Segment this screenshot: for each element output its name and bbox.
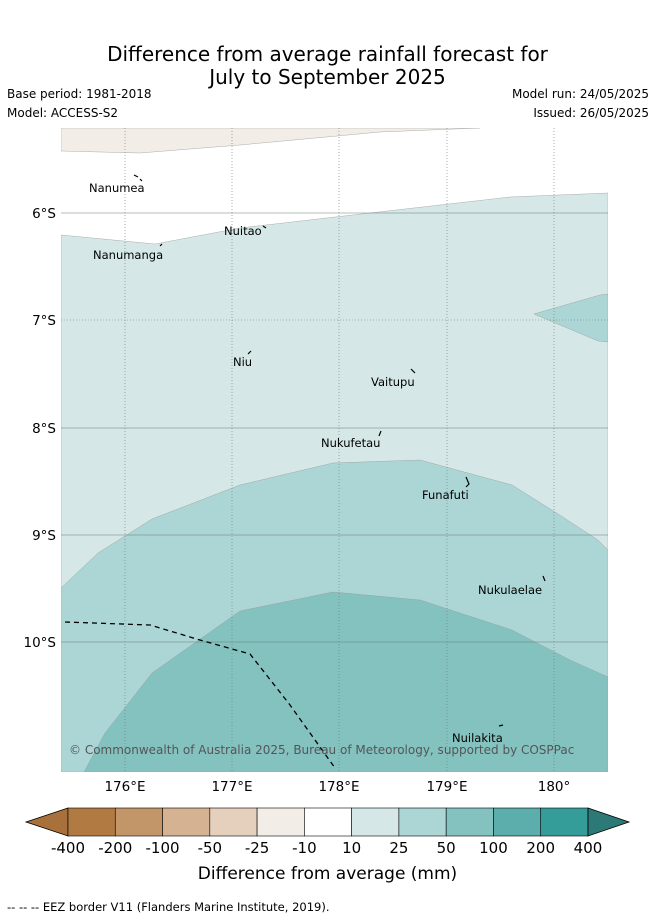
- colorbar-tick-label: 400: [573, 839, 603, 857]
- colorbar-tick-label: 25: [389, 839, 409, 857]
- lat-label-9s: 9°S: [32, 528, 56, 544]
- place-label-nanumanga: Nanumanga: [93, 248, 163, 262]
- place-label-nuilakita: Nuilakita: [452, 731, 503, 745]
- colorbar-swatch: [351, 807, 400, 837]
- colorbar-swatch: [256, 807, 305, 837]
- colorbar-tick-label: -50: [197, 839, 223, 857]
- colorbar: [24, 807, 631, 837]
- base-period: Base period: 1981-2018: [7, 87, 152, 101]
- colorbar-extend-high: [587, 807, 631, 837]
- lat-label-7s: 7°S: [32, 313, 56, 329]
- colorbar-swatch: [67, 807, 116, 837]
- lon-label-178e: 178°E: [318, 779, 359, 795]
- colorbar-swatch: [540, 807, 589, 837]
- eez-footnote: -- -- -- EEZ border V11 (Flanders Marine…: [7, 900, 330, 914]
- colorbar-tick-label: -10: [292, 839, 317, 857]
- map-title-line2: July to September 2025: [209, 65, 446, 89]
- lat-label-8s: 8°S: [32, 421, 56, 437]
- issued-date: Issued: 26/05/2025: [533, 106, 649, 120]
- colorbar-tick-label: 200: [526, 839, 556, 857]
- colorbar-tick-label: 10: [342, 839, 362, 857]
- latitude-gridlines: [61, 212, 608, 643]
- colorbar-label: Difference from average (mm): [197, 864, 458, 884]
- lon-label-176e: 176°E: [104, 779, 145, 795]
- model-run: Model run: 24/05/2025: [511, 87, 649, 101]
- colorbar-tick-label: -25: [244, 839, 270, 857]
- lat-label-6s: 6°S: [32, 206, 56, 222]
- island-marks: [133, 174, 546, 727]
- longitude-gridlines: [124, 128, 555, 772]
- model-name: Model: ACCESS-S2: [7, 106, 119, 120]
- colorbar-extend-low: [24, 807, 69, 837]
- colorbar-tick-label: -100: [145, 839, 180, 857]
- rain-band-50-100: [83, 591, 608, 772]
- colorbar-swatch: [398, 807, 447, 837]
- colorbar-tick-label: -200: [98, 839, 133, 857]
- copyright-text: © Commonwealth of Australia 2025, Bureau…: [69, 743, 574, 757]
- lon-label-177e: 177°E: [211, 779, 252, 795]
- place-label-vaitupu: Vaitupu: [371, 375, 415, 389]
- rain-band-25-50-east-patch: [533, 293, 608, 343]
- lat-label-10s: 10°S: [24, 635, 57, 651]
- colorbar-swatch: [445, 807, 494, 837]
- colorbar-swatch: [114, 807, 163, 837]
- colorbar-swatch: [493, 807, 542, 837]
- place-label-nuitao: Nuitao: [224, 224, 262, 238]
- lon-label-179e: 179°E: [426, 779, 467, 795]
- colorbar-swatch: [209, 807, 258, 837]
- place-label-niu: Niu: [233, 355, 252, 369]
- colorbar-swatch: [304, 807, 352, 837]
- map-title-line1: Difference from average rainfall forecas…: [107, 42, 548, 66]
- place-label-funafuti: Funafuti: [422, 488, 469, 502]
- colorbar-swatch: [162, 807, 211, 837]
- colorbar-tick-label: 100: [479, 839, 508, 857]
- eez-border-line: [64, 621, 336, 769]
- rain-band-neutral: [61, 128, 481, 154]
- place-label-nukufetau: Nukufetau: [321, 436, 380, 450]
- place-label-nanumea: Nanumea: [89, 181, 145, 195]
- place-label-nukulaelae: Nukulaelae: [478, 583, 542, 597]
- colorbar-tick-label: -400: [50, 839, 86, 857]
- lon-label-180: 180°: [538, 779, 571, 795]
- colorbar-tick-label: 50: [436, 839, 456, 857]
